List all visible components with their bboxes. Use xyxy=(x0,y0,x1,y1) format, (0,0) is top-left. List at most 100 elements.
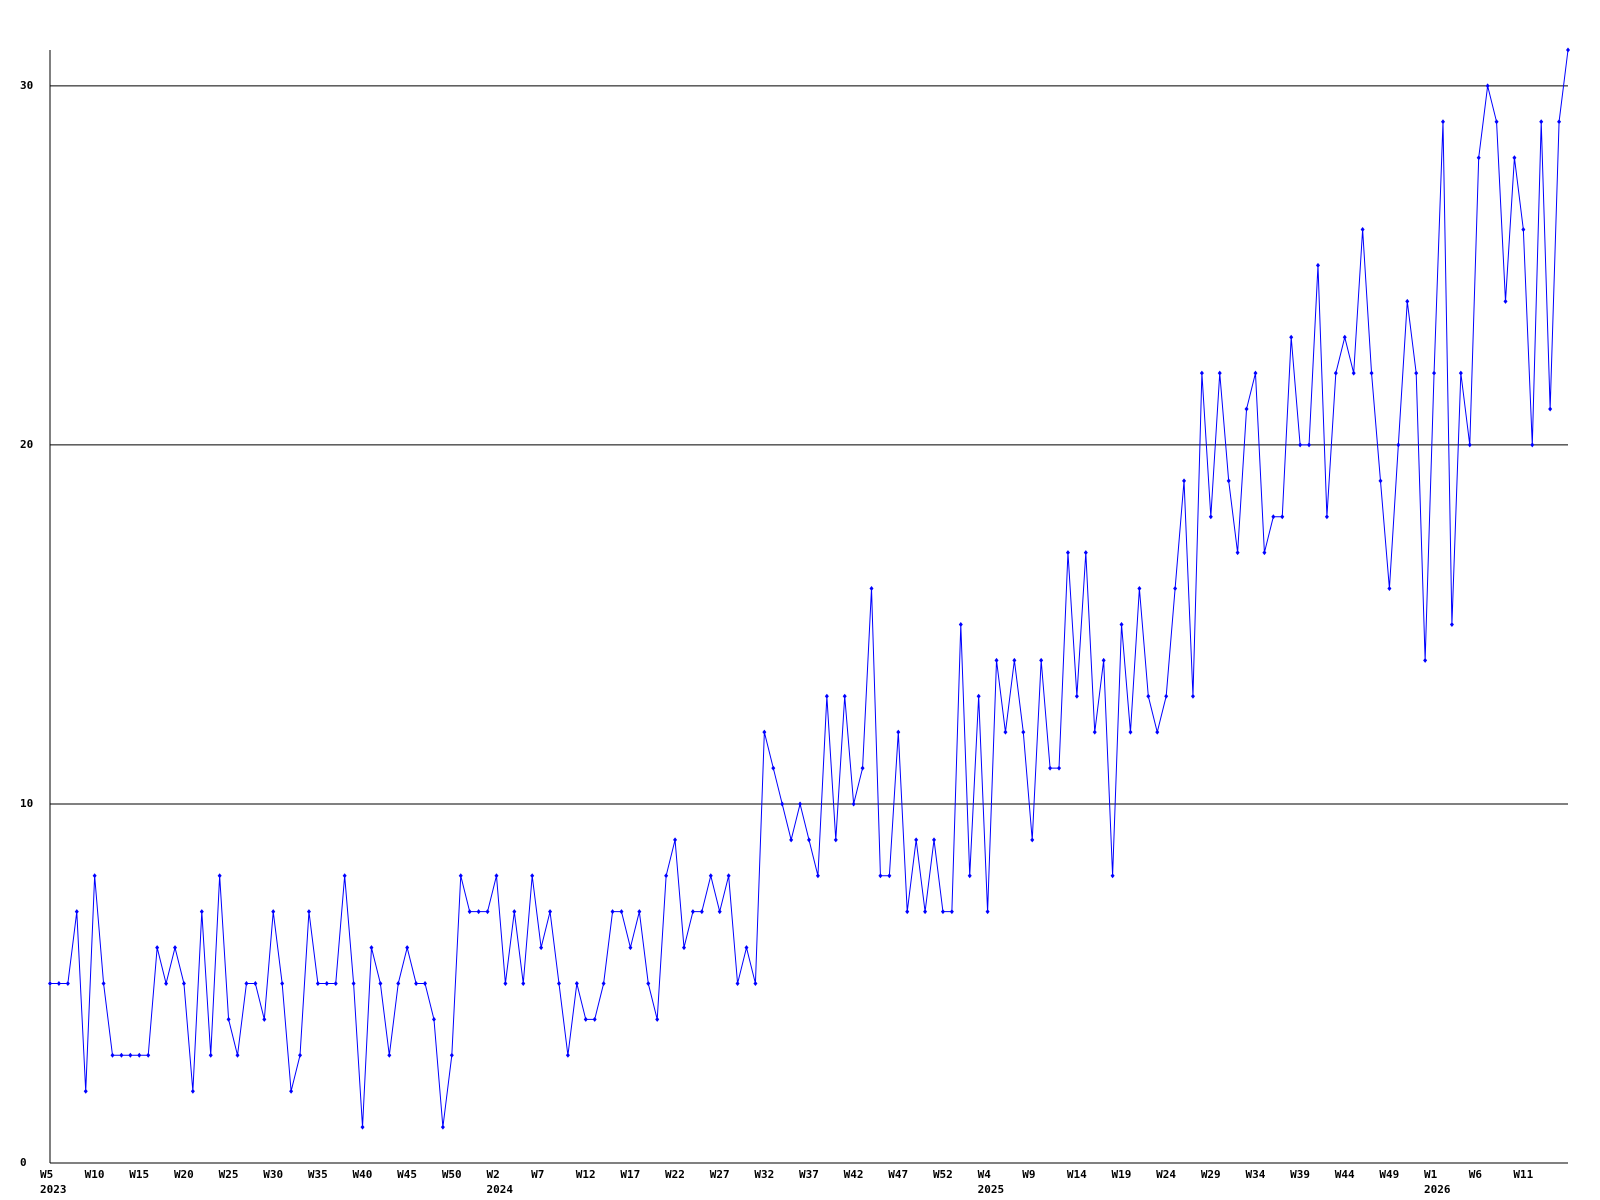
point xyxy=(119,1052,124,1058)
point xyxy=(1458,370,1463,376)
point xyxy=(789,837,794,843)
point xyxy=(967,873,972,879)
point xyxy=(610,909,615,915)
point xyxy=(226,1016,231,1022)
x-tick-label: W5 xyxy=(40,1168,53,1181)
x-tick-label: W15 xyxy=(129,1168,149,1181)
point xyxy=(431,1016,436,1022)
x-tick-label: W34 xyxy=(1245,1168,1265,1181)
point xyxy=(1342,334,1347,340)
point xyxy=(762,729,767,735)
point xyxy=(1190,693,1195,699)
point xyxy=(646,980,651,986)
x-tick-label: W10 xyxy=(85,1168,105,1181)
point xyxy=(396,980,401,986)
y-tick-label: 30 xyxy=(20,79,33,92)
point xyxy=(378,980,383,986)
x-tick-label: W6 xyxy=(1469,1168,1483,1181)
point xyxy=(1530,442,1535,448)
point xyxy=(1199,370,1204,376)
x-tick-label: W1 xyxy=(1424,1168,1438,1181)
point xyxy=(1164,693,1169,699)
point xyxy=(137,1052,142,1058)
point xyxy=(807,837,811,843)
point xyxy=(244,980,249,986)
x-tick-label: W52 xyxy=(933,1168,953,1181)
x-tick-label: W20 xyxy=(174,1168,194,1181)
x-tick-label: W12 xyxy=(576,1168,596,1181)
point xyxy=(333,980,338,986)
point xyxy=(699,909,704,915)
point xyxy=(387,1052,392,1058)
point xyxy=(324,980,329,986)
point xyxy=(1369,370,1374,376)
point xyxy=(1226,478,1231,484)
point xyxy=(1128,729,1133,735)
x-tick-label: W44 xyxy=(1335,1168,1355,1181)
point xyxy=(780,801,785,807)
point xyxy=(280,980,285,986)
point xyxy=(1503,298,1508,304)
point xyxy=(1012,657,1017,663)
point xyxy=(164,980,169,986)
point xyxy=(824,693,829,699)
point xyxy=(548,909,553,915)
x-tick-label: W9 xyxy=(1022,1168,1035,1181)
x-tick-label: W4 xyxy=(978,1168,992,1181)
point xyxy=(1003,729,1008,735)
point xyxy=(298,1052,303,1058)
point xyxy=(1405,298,1410,304)
point xyxy=(181,980,186,986)
point xyxy=(1387,586,1392,592)
point xyxy=(128,1052,133,1058)
point xyxy=(190,1088,195,1094)
point xyxy=(619,909,624,915)
point xyxy=(985,909,990,915)
point xyxy=(65,980,70,986)
point xyxy=(1494,119,1499,125)
point xyxy=(744,945,749,951)
point xyxy=(1280,514,1285,520)
point xyxy=(798,801,803,807)
point xyxy=(574,980,579,986)
point xyxy=(539,945,544,951)
point xyxy=(476,909,481,915)
point xyxy=(1074,693,1079,699)
point xyxy=(1155,729,1160,735)
point xyxy=(173,945,178,951)
point xyxy=(217,873,222,879)
point xyxy=(458,873,463,879)
x-tick-label: W7 xyxy=(531,1168,544,1181)
point xyxy=(1485,83,1490,89)
point xyxy=(253,980,258,986)
point xyxy=(467,909,472,915)
point xyxy=(199,909,204,915)
point xyxy=(556,980,561,986)
y-tick-label: 10 xyxy=(20,797,33,810)
point xyxy=(1101,657,1106,663)
x-tick-label: W50 xyxy=(442,1168,462,1181)
point xyxy=(494,873,499,879)
point xyxy=(1173,586,1178,592)
point xyxy=(1289,334,1294,340)
point xyxy=(155,945,160,951)
year-label: 2023 xyxy=(40,1183,67,1196)
point xyxy=(1432,370,1437,376)
point xyxy=(414,980,419,986)
point xyxy=(708,873,713,879)
point xyxy=(601,980,606,986)
point xyxy=(1119,621,1124,627)
point xyxy=(262,1016,267,1022)
point xyxy=(717,909,722,915)
x-tick-label: W40 xyxy=(353,1168,373,1181)
point xyxy=(423,980,428,986)
point xyxy=(1521,227,1526,233)
point xyxy=(56,980,61,986)
point xyxy=(1539,119,1544,125)
point xyxy=(1271,514,1276,520)
point xyxy=(1253,370,1258,376)
point xyxy=(753,980,758,986)
point xyxy=(485,909,490,915)
point xyxy=(110,1052,115,1058)
point xyxy=(1414,370,1419,376)
